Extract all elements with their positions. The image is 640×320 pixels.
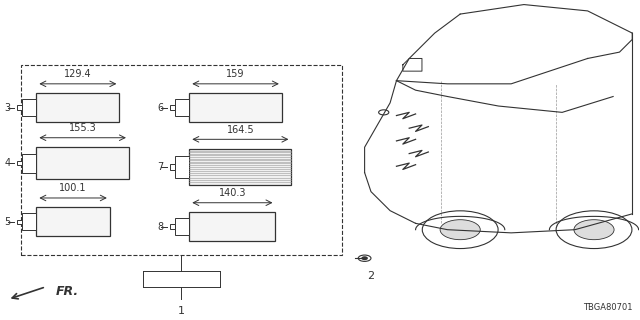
Bar	[189, 93, 282, 122]
Bar	[175, 99, 189, 116]
Text: 5-: 5-	[4, 217, 14, 227]
Bar	[175, 218, 189, 235]
Text: 155.3: 155.3	[68, 123, 97, 133]
Text: 7-: 7-	[157, 162, 167, 172]
Bar	[17, 220, 22, 224]
Bar	[170, 164, 175, 170]
Bar	[22, 213, 36, 230]
Bar	[36, 147, 129, 179]
Circle shape	[362, 257, 367, 260]
Text: 1: 1	[178, 306, 185, 316]
Text: TBGA80701: TBGA80701	[583, 303, 632, 312]
Bar	[175, 156, 189, 178]
Text: FR.: FR.	[56, 285, 79, 298]
Text: 8-: 8-	[157, 221, 167, 231]
Circle shape	[440, 220, 480, 240]
Text: 4-: 4-	[4, 158, 14, 168]
Bar	[189, 212, 275, 241]
Text: 164.5: 164.5	[227, 124, 254, 135]
Text: 100.1: 100.1	[60, 183, 87, 193]
Bar	[189, 149, 291, 185]
Circle shape	[574, 220, 614, 240]
Bar	[36, 207, 109, 236]
Bar	[17, 106, 22, 110]
Text: 2: 2	[367, 271, 374, 281]
Bar	[22, 99, 36, 116]
Bar	[17, 161, 22, 165]
Bar	[36, 93, 119, 122]
Bar	[22, 154, 36, 172]
Text: 140.3: 140.3	[219, 188, 246, 198]
Text: 129.4: 129.4	[64, 69, 92, 79]
Bar	[170, 106, 175, 110]
Text: 159: 159	[227, 69, 245, 79]
Bar	[20, 65, 342, 255]
Text: 6-: 6-	[157, 103, 167, 113]
Bar	[170, 224, 175, 229]
Text: 3-: 3-	[4, 103, 14, 113]
